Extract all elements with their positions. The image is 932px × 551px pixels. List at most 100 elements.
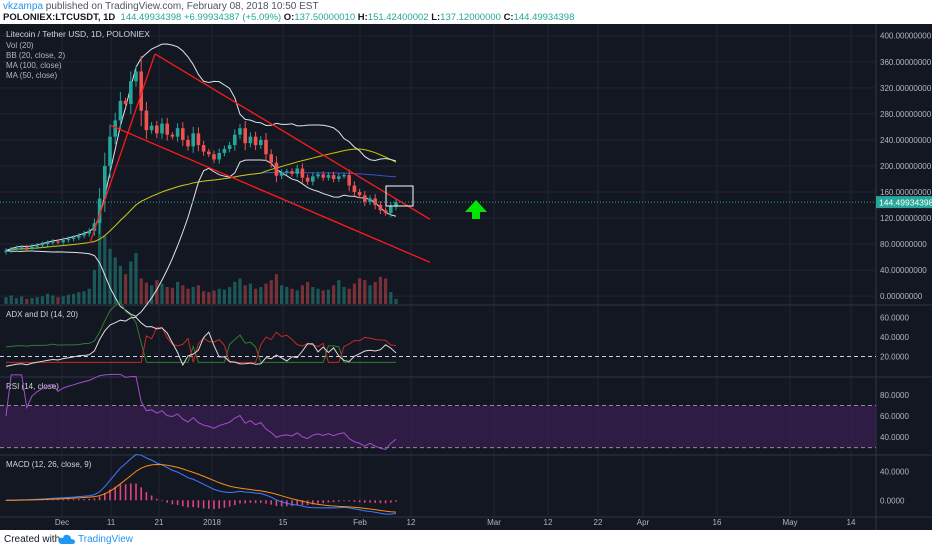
bollinger-lower [5,159,397,317]
macd-hist-bar [88,498,90,501]
candle-body [9,249,13,251]
macd-hist-bar [244,500,246,504]
volume-bar [170,287,174,304]
volume-bar [155,280,159,304]
volume-bar [259,287,263,304]
macd-hist-bar [317,500,319,504]
volume-bar [160,283,164,304]
time-axis: Dec 11 21 2018 15 Feb 12 Mar 12 22 Apr 16 May 14 [55,518,856,527]
volume-bar [358,278,362,304]
candle-body [285,171,289,173]
candle-body [144,110,149,131]
volume-bar [300,285,304,304]
macd-hist-bar [234,500,236,506]
candle-body [134,71,138,82]
pane-tick-label: 80.0000 [880,391,909,400]
candle-body [368,198,372,202]
volume-bar [191,287,195,304]
macd-hist-bar [130,483,132,501]
volume-bar [30,298,34,304]
candle-body [113,120,117,137]
volume-bar [77,292,81,304]
candle-body [238,128,242,135]
macd-hist-bar [301,500,304,506]
volume-bar [243,285,247,304]
volume-bar [238,278,242,304]
volume-bar [9,295,13,304]
candle-body [383,210,388,213]
volume-bar [373,281,377,304]
candle-body [139,71,143,111]
ohlc-line: POLONIEX:LTCUSDT, 1D 144.49934398 +6.999… [3,12,574,23]
candle-body [35,245,39,247]
candle-body [347,175,351,186]
macd-hist-bar [213,500,215,510]
last-price: 144.49934398 [120,12,182,23]
chart-legend: Litecoin / Tether USD, 1D, POLONIEX Vol (… [6,29,150,80]
candle-body [155,125,159,134]
macd-hist-bar [265,500,267,504]
chart-area[interactable]: 60.0000 40.0000 20.0000 ADX and DI (14, 20)… [0,24,932,530]
candle-body [56,241,60,243]
macd-hist-bar [249,500,252,503]
candle-body [269,154,273,163]
volume-bar [212,290,216,304]
indicator-panes: 60.0000 40.0000 20.0000 ADX and DI (14, 20)… [0,300,909,515]
price-tick-label: 80.00000000 [880,240,927,249]
candle-body [87,231,91,234]
macd-hist-bar [327,500,330,503]
signal-line [5,464,397,513]
candle-body [97,198,102,224]
macd-hist-bar [114,486,116,501]
macd-hist-bar [150,495,153,501]
volume-bar [35,297,39,304]
open-label: O: [283,12,295,23]
macd-hist-bar [291,500,293,507]
publish-text: published on TradingView.com, February 0… [43,1,319,12]
volume-bar [129,261,133,304]
macd-hist-bar [384,500,387,504]
candle-body [305,177,310,182]
volume-bar [144,282,148,304]
volume-bar [14,298,18,304]
volume-bar [311,287,315,304]
candle-body [363,195,367,202]
volume-bar [124,274,128,304]
volume-bar [181,285,185,304]
volume-bar [280,285,284,304]
macd-hist-bar [135,483,137,501]
candle-body [30,246,34,249]
chart-canvas[interactable]: 60.0000 40.0000 20.0000 ADX and DI (14, 20)… [0,24,932,530]
macd-hist-bar [270,500,272,505]
volume-bar [316,288,320,304]
macd-hist-bar [239,500,241,504]
volume-bar [82,291,86,304]
candle-body [123,100,128,105]
adx-line [5,316,397,367]
candle-body [394,202,398,207]
channel-upper-line [154,53,431,220]
candle-body [4,250,8,252]
price-tick-label: 40.00000000 [880,266,927,275]
close-value: 144.49934398 [513,12,575,23]
candle-body [279,172,284,176]
time-tick-label: May [782,518,797,527]
volume-bar [46,293,50,304]
macd-hist-bar [166,500,168,503]
macd-hist-bar [353,500,356,502]
macd-hist-bar [260,500,262,503]
tradingview-brand[interactable]: TradingView [78,534,134,545]
volume-bar [306,281,310,304]
volume-bar [61,296,65,304]
candle-body [274,162,279,176]
author-link[interactable]: vkzampa [3,1,44,12]
candle-body [207,151,211,155]
time-tick-label: 22 [594,518,603,527]
candle-body [149,125,154,131]
candle-body [300,168,305,178]
volume-bar [217,288,221,304]
macd-hist-bar [379,500,382,504]
macd-hist-bar [192,500,194,508]
macd-line [5,454,397,515]
candle-body [227,145,232,150]
